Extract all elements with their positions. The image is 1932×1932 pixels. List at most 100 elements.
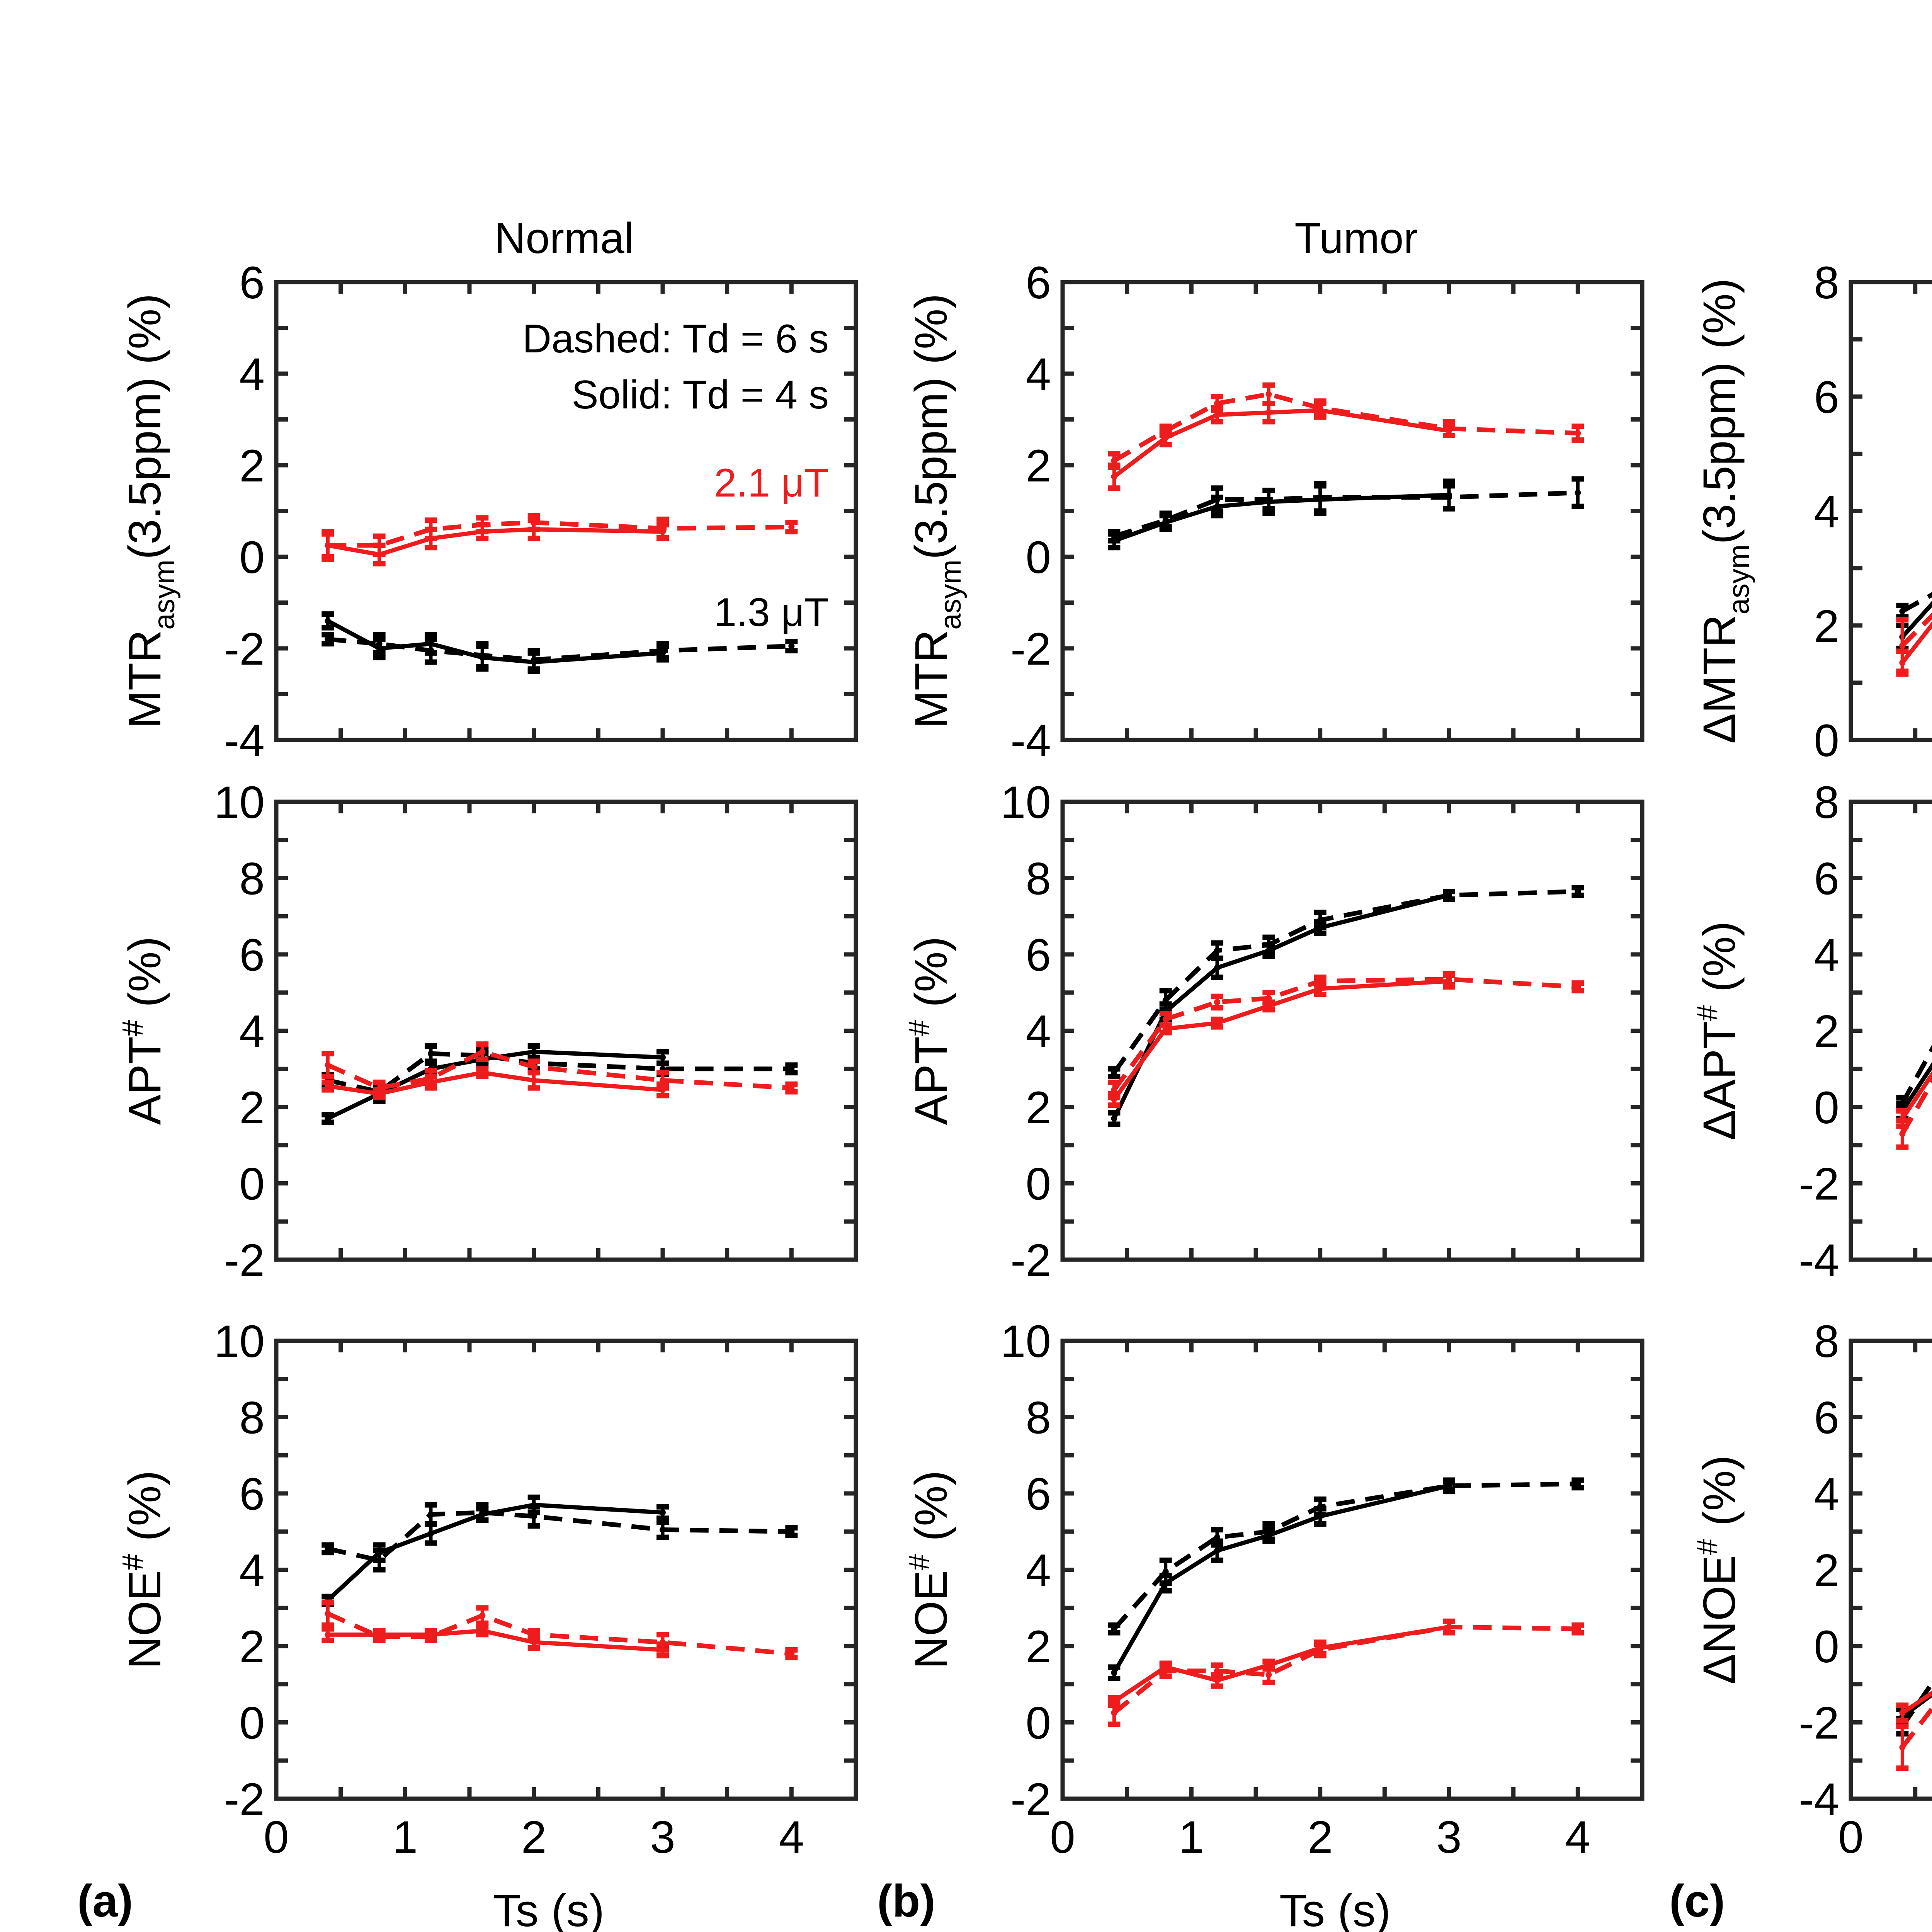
data-point bbox=[788, 1085, 795, 1091]
data-point bbox=[1575, 430, 1581, 437]
x-axis-label: Ts (s) bbox=[493, 1885, 604, 1932]
data-point bbox=[479, 1628, 486, 1634]
data-point bbox=[1446, 425, 1452, 432]
y-tick-label: 6 bbox=[1026, 257, 1051, 308]
y-axis-label-unit: (%) bbox=[1694, 921, 1745, 1005]
x-tick-label: 0 bbox=[264, 1812, 289, 1863]
x-tick-label: 3 bbox=[650, 1812, 675, 1863]
data-point bbox=[1575, 490, 1581, 496]
data-point bbox=[479, 1048, 486, 1055]
y-tick-label: 2 bbox=[1814, 601, 1839, 652]
y-axis-label-subscript: asym bbox=[148, 560, 181, 630]
data-point bbox=[1162, 997, 1169, 1003]
y-tick-label: 4 bbox=[239, 349, 265, 400]
y-axis-label-unit: (%) bbox=[906, 1470, 957, 1554]
panel-normal-apt-: -2 0 2 4 6 8 10 APT# (%) bbox=[116, 777, 858, 1286]
y-axis-label: NOE# (%) bbox=[903, 1470, 957, 1669]
data-point bbox=[325, 1115, 331, 1122]
legend-2-1-ut: 2.1 μT bbox=[714, 461, 829, 505]
data-point bbox=[1899, 1100, 1906, 1107]
y-tick-label: 8 bbox=[239, 1393, 265, 1444]
data-point bbox=[531, 519, 537, 526]
data-point bbox=[376, 1557, 383, 1563]
y-axis-label-unit: (%) bbox=[119, 1470, 170, 1554]
series-1-3-t-td-6-s bbox=[321, 632, 798, 672]
y-axis-label-unit: (%) bbox=[119, 936, 170, 1020]
y-axis-label-main: MTR bbox=[119, 630, 170, 729]
panel-tumor-apt-: -2 0 2 4 6 8 10 APT# (%) bbox=[903, 777, 1645, 1286]
y-tick-label: 10 bbox=[214, 1316, 265, 1367]
column-titles: Normal Tumor Contrast bbox=[495, 214, 1418, 262]
x-tick-label: 2 bbox=[521, 1812, 547, 1863]
panel-normal-mtrasym: -4 -2 0 2 4 6 MTRasym(3.5ppm) (%) bbox=[119, 257, 858, 766]
data-point bbox=[479, 522, 486, 528]
y-tick-label: 0 bbox=[239, 1159, 265, 1210]
y-tick-label: -4 bbox=[1799, 1774, 1839, 1825]
data-point bbox=[1265, 391, 1272, 398]
data-point bbox=[1111, 533, 1117, 539]
data-point bbox=[1265, 496, 1272, 503]
y-tick-label: 2 bbox=[1814, 1545, 1839, 1596]
y-axis-label-superscript: # bbox=[1691, 1539, 1724, 1555]
data-point bbox=[1111, 1626, 1117, 1632]
series-1-3-t-td-6-s bbox=[1108, 885, 1584, 1079]
y-axis-label-main: APT bbox=[906, 1036, 957, 1125]
y-axis-label-superscript: # bbox=[116, 1020, 149, 1036]
y-tick-label: -2 bbox=[224, 1235, 265, 1286]
y-axis-label: MTRasym(3.5ppm) (%) bbox=[906, 294, 967, 729]
data-point bbox=[1446, 976, 1452, 983]
data-point bbox=[660, 1509, 666, 1516]
y-tick-label: 6 bbox=[1814, 372, 1839, 423]
data-point bbox=[376, 1085, 383, 1091]
series-2-1-t-td-6-s bbox=[1108, 382, 1584, 470]
data-point bbox=[1162, 517, 1169, 524]
data-point bbox=[428, 1050, 434, 1057]
data-point bbox=[1317, 1503, 1323, 1510]
data-point bbox=[1162, 1016, 1169, 1022]
column-title-tumor: Tumor bbox=[1294, 214, 1418, 262]
series-line bbox=[327, 1070, 663, 1096]
data-point bbox=[1214, 1534, 1220, 1541]
data-point bbox=[1446, 494, 1452, 500]
y-tick-label: 4 bbox=[1026, 1545, 1051, 1596]
data-point bbox=[660, 525, 666, 532]
data-point bbox=[660, 1639, 666, 1646]
axes-frame bbox=[274, 280, 858, 742]
data-point bbox=[428, 1530, 434, 1537]
y-tick-label: 10 bbox=[1000, 1316, 1051, 1367]
data-point bbox=[788, 1066, 795, 1072]
data-point bbox=[1265, 995, 1272, 1002]
y-tick-label: 6 bbox=[239, 257, 265, 308]
axes-frame bbox=[1849, 280, 1932, 742]
y-axis-label: ΔNOE# (%) bbox=[1691, 1455, 1745, 1684]
data-point bbox=[479, 652, 486, 658]
data-point bbox=[1214, 1668, 1220, 1674]
legend-solid-td4: Solid: Td = 4 s bbox=[571, 372, 829, 417]
y-tick-label: -2 bbox=[1799, 1159, 1839, 1210]
x-tick-label: 0 bbox=[1050, 1812, 1075, 1863]
y-tick-label: 4 bbox=[1026, 349, 1051, 400]
series-2-1-t-td-6-s bbox=[1896, 1077, 1932, 1150]
series-1-3-t-td-6-s bbox=[1896, 592, 1932, 620]
data-point bbox=[1111, 1087, 1117, 1093]
y-axis-label-unit: (3.5ppm) (%) bbox=[119, 294, 170, 560]
data-point bbox=[1317, 405, 1323, 411]
y-axis-label-superscript: # bbox=[903, 1554, 935, 1570]
data-point bbox=[1575, 983, 1581, 990]
data-point bbox=[1575, 1626, 1581, 1632]
axes-frame bbox=[1849, 1338, 1932, 1801]
y-tick-label: 6 bbox=[239, 930, 265, 981]
data-point bbox=[531, 1631, 537, 1638]
series-line bbox=[1112, 979, 1449, 1101]
series-line bbox=[1113, 490, 1578, 539]
y-tick-label: 2 bbox=[1814, 1006, 1839, 1057]
data-point bbox=[1317, 917, 1323, 923]
panel-labels: (a) (b) (c) bbox=[77, 1876, 1725, 1927]
y-axis-label-superscript: # bbox=[116, 1554, 149, 1570]
series-1-3-t-td-6-s bbox=[1108, 476, 1584, 544]
data-point bbox=[788, 524, 795, 530]
y-axis-label-unit: (3.5ppm) (%) bbox=[906, 294, 957, 560]
y-axis-label: ΔMTRasym(3.5ppm) (%) bbox=[1694, 278, 1755, 743]
series-line bbox=[327, 1510, 792, 1563]
y-tick-label: 4 bbox=[1814, 1469, 1839, 1520]
